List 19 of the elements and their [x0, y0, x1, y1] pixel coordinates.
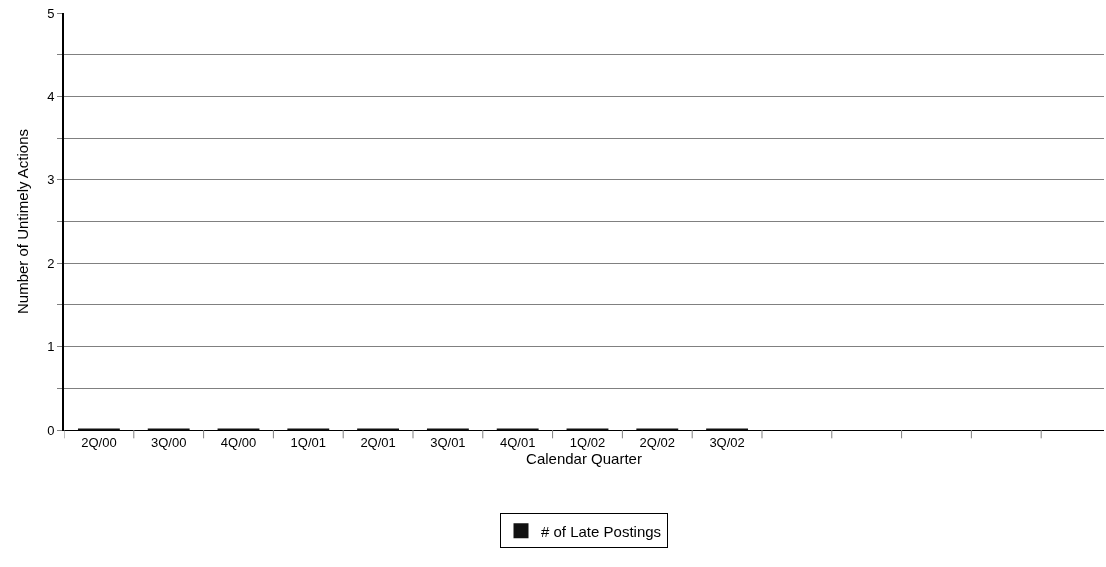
- y-tick-label: 2: [47, 255, 55, 271]
- y-tick-label: 4: [47, 88, 55, 104]
- x-tick-label: 2Q/01: [360, 434, 396, 450]
- x-tick-label: 1Q/02: [569, 434, 606, 450]
- x-tick-label: 3Q/00: [150, 434, 187, 450]
- x-tick-label: 4Q/01: [499, 434, 536, 450]
- y-tick-label: 3: [47, 172, 55, 188]
- x-tick-label: 2Q/02: [639, 434, 675, 450]
- x-tick-label: 4Q/00: [220, 434, 257, 450]
- x-axis-title: Calendar Quarter: [526, 449, 642, 467]
- x-tick-label: 3Q/01: [430, 434, 466, 450]
- y-tick-label: 0: [47, 422, 55, 438]
- y-axis-title: Number of Untimely Actions: [13, 128, 31, 315]
- x-tick-label: 2Q/00: [81, 434, 117, 450]
- y-tick-label: 5: [47, 5, 55, 21]
- y-tick-label: 1: [47, 339, 55, 355]
- legend-label: # of Late Postings: [541, 522, 662, 540]
- x-tick-label: 1Q/01: [290, 434, 327, 450]
- x-tick-label: 3Q/02: [709, 434, 745, 450]
